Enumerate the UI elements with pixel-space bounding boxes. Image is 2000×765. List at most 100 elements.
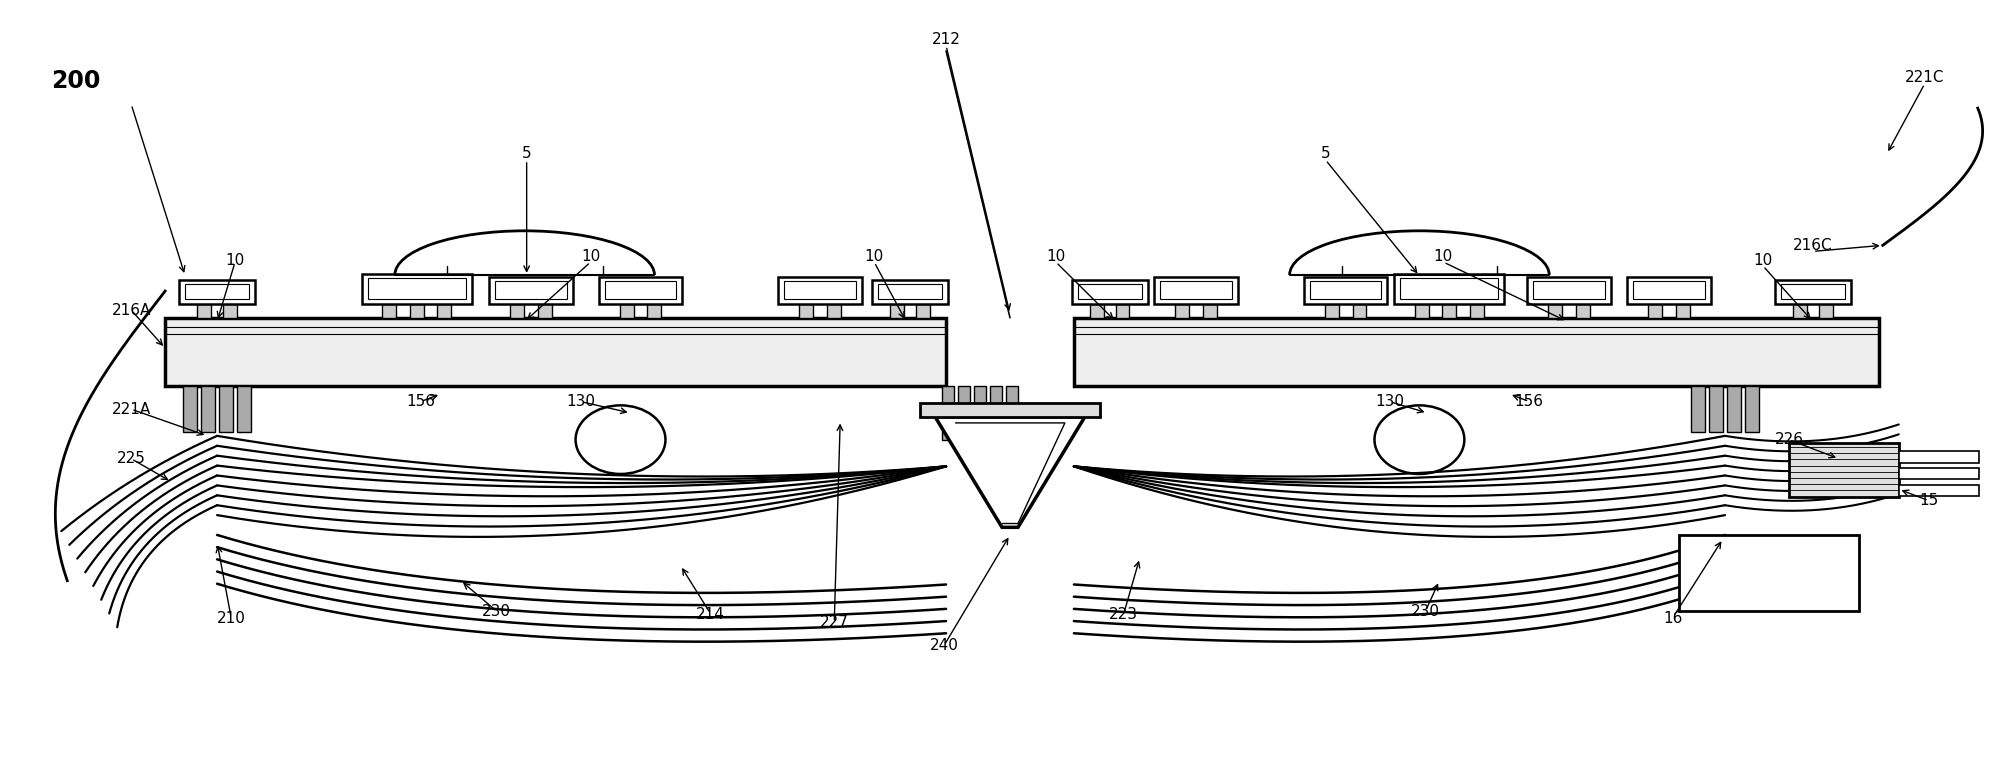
Bar [186,284,250,299]
Bar [198,304,212,317]
Bar [1310,281,1382,299]
Bar [958,386,970,440]
Text: 156: 156 [406,394,436,409]
Bar [1818,304,1832,317]
Bar [974,386,986,440]
Text: 221A: 221A [112,402,150,417]
Bar [872,279,948,304]
Bar [620,304,634,317]
Bar [1154,277,1238,304]
Bar [1304,277,1388,304]
Bar [1534,281,1606,299]
Bar [1780,284,1844,299]
Bar [1898,485,1978,496]
Bar [222,304,236,317]
Text: 15: 15 [1920,493,1938,508]
Bar [382,304,396,317]
Bar [920,403,1100,417]
Bar [878,284,942,299]
Bar [1898,451,1978,463]
Bar [1648,304,1662,317]
Text: 216A: 216A [112,303,150,317]
Text: 230: 230 [482,604,512,619]
Bar [1394,274,1504,304]
Text: 130: 130 [1374,394,1404,409]
Bar [1400,278,1498,299]
Text: 240: 240 [930,638,958,653]
Bar [784,281,856,299]
Text: 10: 10 [580,249,600,264]
Bar [184,386,198,432]
Bar [1774,279,1850,304]
Bar [1680,535,1858,611]
Text: 156: 156 [1514,394,1544,409]
Bar [1576,304,1590,317]
Bar [166,317,946,386]
Bar [1090,304,1104,317]
Bar [1414,304,1428,317]
Bar [598,277,682,304]
Bar [1470,304,1484,317]
Bar [1352,304,1366,317]
Bar [1074,317,1878,386]
Text: 10: 10 [1434,249,1454,264]
Bar [648,304,662,317]
Bar [438,304,452,317]
Text: 223: 223 [1110,607,1138,623]
Bar [1202,304,1216,317]
Bar [942,386,954,440]
Bar [1744,386,1758,432]
Polygon shape [936,417,1084,527]
Bar [1788,444,1898,496]
Bar [220,386,234,432]
Bar [180,279,256,304]
Bar [368,278,466,299]
Text: 210: 210 [216,611,246,627]
Bar [1116,304,1130,317]
Bar [538,304,552,317]
Text: 130: 130 [566,394,596,409]
Bar [990,386,1002,440]
Bar [828,304,842,317]
Bar [1324,304,1338,317]
Text: 225: 225 [116,451,146,466]
Bar [1548,304,1562,317]
Bar [1710,386,1722,432]
Bar [890,304,904,317]
Text: 230: 230 [1410,604,1440,619]
Text: 10: 10 [864,249,884,264]
Bar [604,281,676,299]
Bar [1174,304,1188,317]
Text: 5: 5 [1320,146,1330,161]
Bar [238,386,252,432]
Bar [1726,386,1740,432]
Text: 226: 226 [1774,432,1804,448]
Bar [1528,277,1612,304]
Text: 5: 5 [522,146,532,161]
Bar [494,281,566,299]
Bar [1634,281,1706,299]
Bar [362,274,472,304]
Text: 221C: 221C [1904,70,1944,85]
Bar [1692,386,1706,432]
Bar [1442,304,1456,317]
Bar [778,277,862,304]
Bar [202,386,216,432]
Bar [488,277,572,304]
Bar [510,304,524,317]
Bar [916,304,930,317]
Bar [1628,277,1712,304]
Bar [1072,279,1148,304]
Bar [1006,386,1018,440]
Text: 216C: 216C [1794,238,1832,252]
Bar [1794,304,1808,317]
Text: 214: 214 [696,607,724,623]
Bar [1078,284,1142,299]
Bar [1676,304,1690,317]
Text: 212: 212 [932,32,960,47]
Bar [1898,468,1978,480]
Text: 10: 10 [1046,249,1066,264]
Text: 16: 16 [1664,611,1682,627]
Text: 200: 200 [52,70,100,93]
Bar [410,304,424,317]
